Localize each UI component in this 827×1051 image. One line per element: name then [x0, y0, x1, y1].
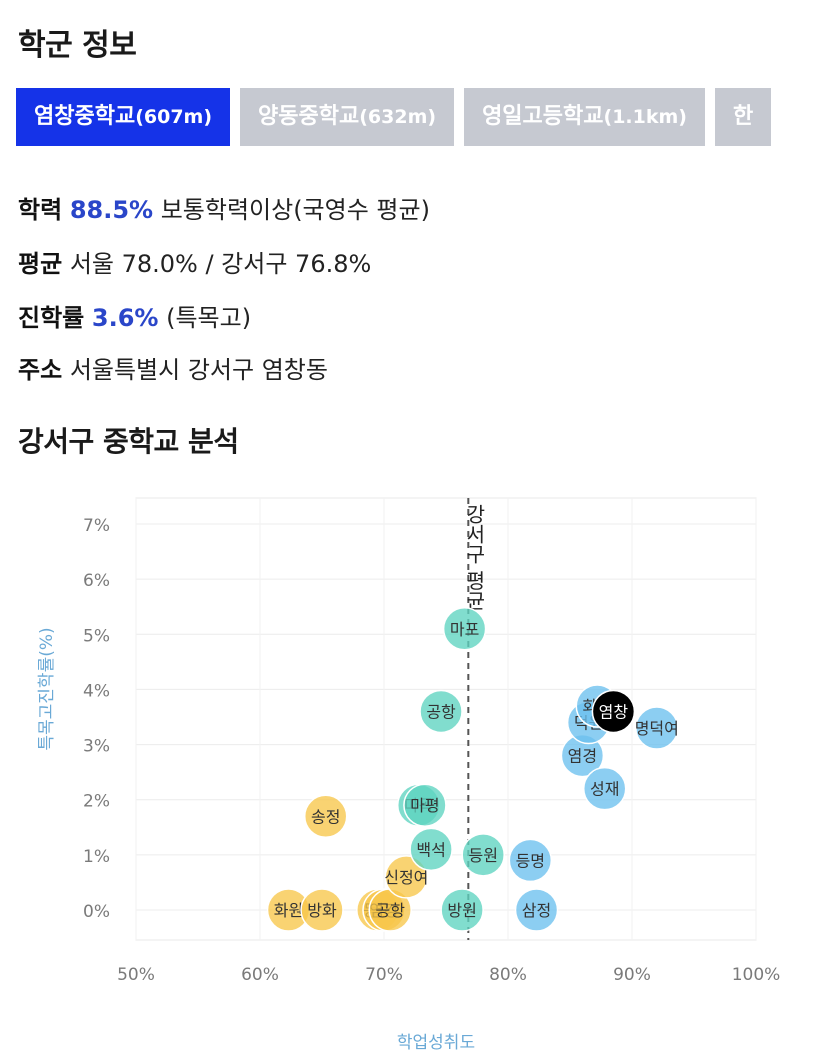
- y-tick-label: 2%: [83, 792, 110, 812]
- y-axis-label: 특목고진학률(%): [37, 627, 57, 750]
- average-row: 평균 서울 78.0% / 강서구 76.8%: [18, 244, 371, 279]
- x-tick-label: 80%: [489, 965, 527, 985]
- academic-row: 학력 88.5% 보통학력이상(국영수 평균): [18, 190, 430, 225]
- x-axis-label: 학업성취도: [397, 1033, 475, 1051]
- district-average-label: 강서구 평균: [462, 504, 486, 611]
- school-point-label: 공항: [375, 901, 405, 920]
- school-point: [440, 888, 484, 932]
- address-label: 주소: [18, 356, 63, 384]
- tab-school-distance: (1.1km): [603, 106, 687, 128]
- y-tick-label: 6%: [83, 571, 110, 591]
- x-tick-label: 90%: [613, 965, 651, 985]
- analysis-title: 강서구 중학교 분석: [18, 425, 239, 458]
- school-point-label: 마포: [450, 620, 479, 639]
- school-point: [403, 783, 447, 827]
- school-point-label: 염창: [599, 702, 629, 721]
- tab-school-name: 양동중학교: [258, 104, 360, 129]
- tab-school-distance: (607m): [135, 106, 213, 128]
- academic-desc: 보통학력이상(국영수 평균): [160, 196, 430, 224]
- advancement-label: 진학률: [18, 304, 85, 332]
- school-point-label: 방원: [447, 901, 476, 920]
- school-point-label: 염경: [568, 747, 597, 766]
- page-title: 학군 정보: [18, 28, 137, 63]
- school-point-label: 명덕여: [635, 719, 679, 738]
- school-point-label: 등원: [468, 846, 497, 865]
- y-tick-label: 1%: [83, 847, 110, 867]
- x-tick-label: 50%: [117, 965, 155, 985]
- school-point-label: 성재: [590, 780, 619, 799]
- average-label: 평균: [18, 250, 63, 278]
- average-text: 서울 78.0% / 강서구 76.8%: [69, 250, 372, 278]
- school-point-label: 공항: [426, 702, 456, 721]
- school-point: [300, 888, 344, 932]
- y-tick-label: 3%: [83, 737, 110, 757]
- school-point: [508, 838, 553, 883]
- address-row: 주소 서울특별시 강서구 염창동: [18, 350, 328, 385]
- school-point-label: 백석: [416, 840, 445, 859]
- x-tick-label: 60%: [241, 965, 279, 985]
- advancement-value: 3.6%: [91, 304, 159, 332]
- school-point-label: 등명: [516, 851, 545, 870]
- school-point: [514, 888, 559, 932]
- tab-school-distance: (632m): [359, 106, 437, 128]
- y-tick-label: 5%: [83, 626, 110, 646]
- x-tick-label: 70%: [365, 965, 403, 985]
- school-point-label: 송정: [311, 807, 340, 826]
- academic-value: 88.5%: [69, 196, 154, 224]
- school-point-label: 방화: [307, 901, 337, 920]
- tab-school-name: 한: [732, 104, 754, 129]
- school-point: [409, 827, 453, 872]
- school-point-label: 화원: [274, 901, 303, 920]
- school-point: [419, 689, 463, 734]
- tab-school-name: 영일고등학교: [482, 104, 604, 129]
- advancement-row: 진학률 3.6% (특목고): [18, 298, 251, 333]
- school-point: [442, 607, 487, 651]
- tab-school-1[interactable]: 염창중학교(607m): [16, 88, 231, 146]
- school-point: [591, 689, 636, 734]
- school-point-label: 신정여: [384, 868, 428, 887]
- y-tick-label: 0%: [83, 902, 110, 922]
- x-tick-label: 100%: [732, 965, 781, 985]
- school-scatter-chart: 0% 1% 2% 3% 4% 5% 6% 7% 50% 60% 70% 80% 90% 100% 학업성취도…: [37, 497, 781, 1051]
- tab-school-3[interactable]: 영일고등학교(1.1km): [464, 88, 705, 146]
- school-point-label: 마평: [410, 796, 439, 815]
- school-point: [461, 833, 505, 877]
- school-point-label: 삼정: [522, 901, 551, 920]
- school-point: [582, 766, 627, 811]
- school-point: [303, 794, 348, 839]
- tab-school-2[interactable]: 양동중학교(632m): [240, 88, 455, 146]
- y-tick-label: 7%: [83, 516, 110, 536]
- address-text: 서울특별시 강서구 염창동: [69, 356, 328, 384]
- tab-school-name: 염창중학교: [34, 104, 136, 129]
- school-point: [384, 855, 429, 899]
- advancement-desc: (특목고): [166, 304, 252, 332]
- school-point: [635, 706, 679, 750]
- school-tabs: 염창중학교(607m) 양동중학교(632m) 영일고등학교(1.1km) 한: [16, 88, 796, 146]
- academic-label: 학력: [18, 196, 63, 224]
- y-tick-label: 4%: [83, 681, 110, 701]
- tab-school-4[interactable]: 한: [714, 88, 772, 146]
